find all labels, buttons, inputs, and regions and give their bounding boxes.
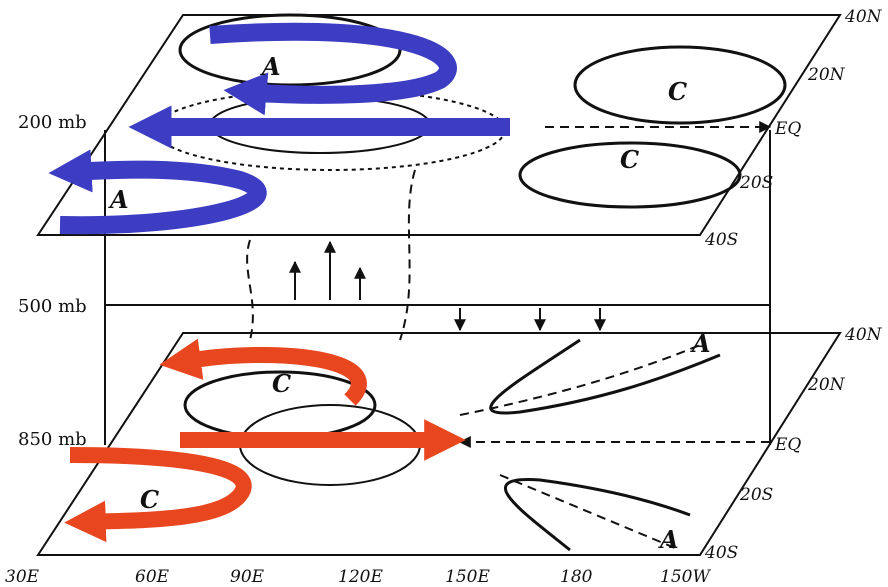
- lat-label: 20S: [739, 173, 773, 193]
- lon-label: 150E: [445, 567, 490, 587]
- pressure-letter: C: [620, 145, 639, 174]
- pressure-letter: A: [690, 329, 711, 358]
- planes: [38, 15, 840, 555]
- pressure-letter: C: [140, 485, 159, 514]
- lat-label: EQ: [774, 435, 801, 455]
- lon-label: 60E: [135, 567, 170, 587]
- lower-features: [70, 340, 770, 550]
- lat-label: 40N: [844, 325, 883, 345]
- vertical-motion: [295, 242, 600, 330]
- labels: 200 mb 500 mb 850 mb 40N 20N EQ 20S 40S …: [5, 7, 883, 587]
- lon-label: 150W: [660, 567, 711, 587]
- lat-label: 20N: [807, 375, 846, 395]
- lat-label: 20S: [739, 485, 773, 505]
- lat-label: EQ: [774, 119, 801, 139]
- lat-label: 40S: [704, 543, 738, 563]
- lon-label: 30E: [5, 567, 40, 587]
- lon-label: 180: [560, 567, 593, 587]
- upper-features: [60, 15, 785, 225]
- pressure-letter: A: [658, 525, 679, 554]
- level-label: 850 mb: [18, 429, 87, 450]
- level-label: 500 mb: [18, 296, 87, 317]
- lat-label: 40S: [704, 230, 738, 250]
- lon-label: 120E: [338, 567, 383, 587]
- lat-label: 20N: [807, 65, 846, 85]
- level-label: 200 mb: [18, 112, 87, 133]
- pressure-letter: A: [108, 185, 129, 214]
- pressure-letter: C: [668, 77, 687, 106]
- diagram: 200 mb 500 mb 850 mb 40N 20N EQ 20S 40S …: [0, 0, 888, 587]
- pressure-letter: C: [272, 369, 291, 398]
- lon-label: 90E: [230, 567, 265, 587]
- pressure-letter: A: [260, 52, 281, 81]
- lat-label: 40N: [844, 7, 883, 27]
